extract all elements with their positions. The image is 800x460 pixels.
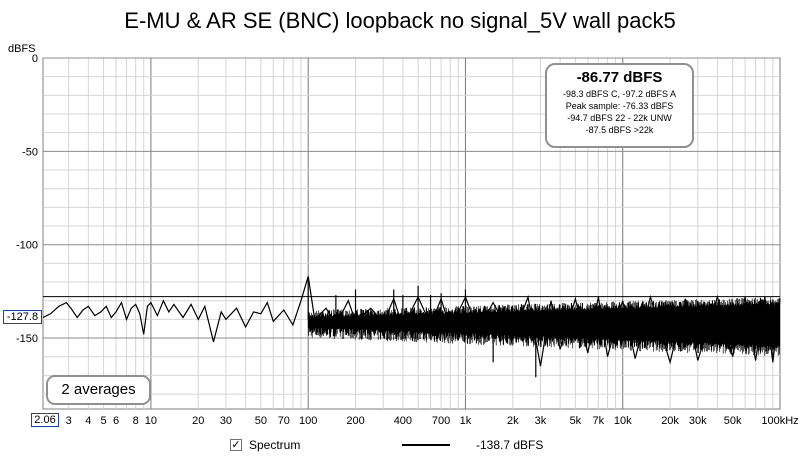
x-tick-label: 1k [460, 415, 472, 427]
x-tick-label: 5 [101, 415, 107, 427]
x-tick-label: 10k [614, 415, 632, 427]
legend-line-swatch [402, 444, 450, 446]
y-axis-unit-label: dBFS [8, 43, 36, 55]
x-tick-label: 70 [278, 415, 290, 427]
x-tick-label: 50 [255, 415, 267, 427]
spectrum-spikes [307, 276, 537, 378]
spectrum-series-line [42, 276, 781, 367]
chart-title: E-MU & AR SE (BNC) loopback no signal_5V… [124, 8, 676, 33]
summary-main-value: -86.77 dBFS [576, 69, 663, 86]
summary-line-weighted: -98.3 dBFS C, -97.2 dBFS A [562, 89, 677, 99]
x-tick-label: 100 [299, 415, 317, 427]
x-axis-start-readout[interactable]: 2.06 [31, 413, 59, 427]
spectrum-checkbox[interactable]: ✓ [230, 439, 242, 451]
x-tick-label: 20 [192, 415, 204, 427]
summary-line-above-22k: -87.5 dBFS >22k [585, 125, 654, 135]
summary-line-unweighted: -94.7 dBFS 22 - 22k UNW [567, 113, 672, 123]
x-tick-label: 10 [145, 415, 157, 427]
averages-badge: 2 averages [46, 375, 151, 405]
summary-line-peak: Peak sample: -76.33 dBFS [565, 101, 674, 111]
y-tick-label: -150 [16, 333, 38, 345]
y-tick-label: -50 [22, 146, 38, 158]
x-tick-labels: 3 4 5 6 8 10 20 30 50 70 100 200 400 700 1k 2k 3k 5k 7k 10k… [66, 415, 799, 427]
x-tick-label: 3k [535, 415, 547, 427]
summary-box: -86.77 dBFS -98.3 dBFS C, -97.2 dBFS A P… [545, 63, 694, 148]
x-tick-label: 4 [85, 415, 91, 427]
y-tick-label: 0 [32, 53, 38, 65]
y-tick-label: -100 [16, 240, 38, 252]
x-tick-label: 8 [133, 415, 139, 427]
x-tick-label: 5k [570, 415, 582, 427]
x-tick-label: 7k [593, 415, 605, 427]
x-tick-label: 100kHz [761, 415, 798, 427]
legend-series-value: -138.7 dBFS [476, 438, 544, 452]
y-cursor-readout[interactable]: -127.8 [3, 310, 42, 324]
x-tick-label: 50k [724, 415, 742, 427]
x-tick-label: 6 [113, 415, 119, 427]
x-tick-label: 400 [394, 415, 412, 427]
x-tick-label: 2k [507, 415, 519, 427]
x-tick-label: 3 [66, 415, 72, 427]
legend-series-label: Spectrum [249, 438, 301, 452]
x-tick-label: 200 [346, 415, 364, 427]
x-tick-label: 20k [661, 415, 679, 427]
x-tick-label: 30k [689, 415, 707, 427]
y-tick-labels: 0 -50 -100 -150 [16, 53, 38, 345]
x-tick-label: 700 [432, 415, 450, 427]
x-tick-label: 30 [220, 415, 232, 427]
